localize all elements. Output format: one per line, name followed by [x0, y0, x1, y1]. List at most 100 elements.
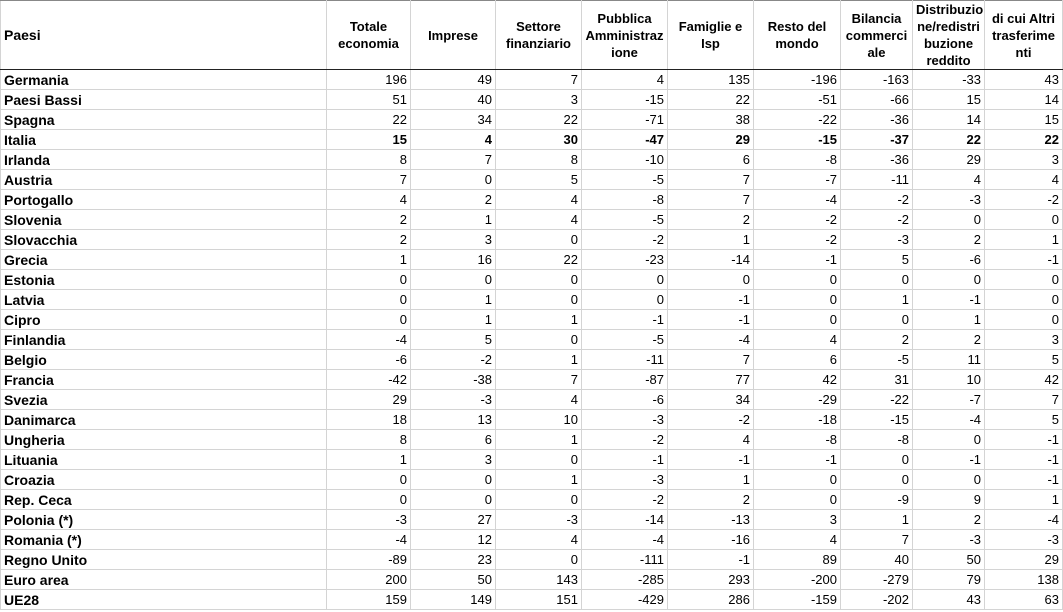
country-cell: UE28 [0, 589, 327, 610]
value-cell: 63 [984, 589, 1063, 610]
value-cell: 6 [753, 349, 841, 370]
value-cell: 0 [410, 469, 496, 490]
table-row: Svezia 29 -3 4 -6 34 -29 -22 -7 7 [0, 389, 1063, 410]
value-cell: -2 [753, 229, 841, 250]
value-cell: 7 [840, 529, 913, 550]
value-cell: 0 [753, 489, 841, 510]
value-cell: 5 [984, 349, 1063, 370]
value-cell: -16 [667, 529, 754, 550]
value-cell: 7 [667, 169, 754, 190]
value-cell: 30 [495, 129, 582, 150]
value-cell: 2 [840, 329, 913, 350]
value-cell: -111 [581, 549, 668, 570]
country-cell: Belgio [0, 349, 327, 370]
value-cell: -4 [326, 529, 411, 550]
value-cell: 40 [410, 89, 496, 110]
value-cell: -202 [840, 589, 913, 610]
value-cell: -1 [984, 469, 1063, 490]
value-cell: 29 [984, 549, 1063, 570]
value-cell: -37 [840, 129, 913, 150]
header-distribuzione-reddito: Distribuzio ne/redistri buzione reddito [912, 0, 985, 70]
value-cell: 29 [912, 149, 985, 170]
value-cell: 43 [984, 69, 1063, 90]
value-cell: 23 [410, 549, 496, 570]
value-cell: 7 [410, 149, 496, 170]
value-cell: 15 [912, 89, 985, 110]
value-cell: 3 [410, 449, 496, 470]
value-cell: -5 [581, 209, 668, 230]
value-cell: 51 [326, 89, 411, 110]
value-cell: 42 [984, 369, 1063, 390]
value-cell: 0 [840, 269, 913, 290]
value-cell: -1 [581, 309, 668, 330]
value-cell: 4 [410, 129, 496, 150]
value-cell: 0 [912, 469, 985, 490]
table-row: Portogallo 4 2 4 -8 7 -4 -2 -3 -2 [0, 189, 1063, 210]
value-cell: -23 [581, 249, 668, 270]
header-pubblica-amministrazione: Pubblica Amministraz ione [581, 0, 668, 70]
value-cell: -1 [753, 249, 841, 270]
value-cell: 1 [410, 289, 496, 310]
header-famiglie-isp: Famiglie e Isp [667, 0, 754, 70]
value-cell: -3 [495, 509, 582, 530]
value-cell: 1 [326, 449, 411, 470]
value-cell: 22 [495, 109, 582, 130]
value-cell: 89 [753, 549, 841, 570]
value-cell: 1 [495, 429, 582, 450]
value-cell: 0 [753, 469, 841, 490]
value-cell: -36 [840, 109, 913, 130]
value-cell: 2 [667, 489, 754, 510]
value-cell: -2 [840, 209, 913, 230]
table-row: Austria 7 0 5 -5 7 -7 -11 4 4 [0, 169, 1063, 190]
value-cell: 79 [912, 569, 985, 590]
value-cell: -285 [581, 569, 668, 590]
value-cell: 14 [912, 109, 985, 130]
value-cell: 0 [840, 309, 913, 330]
value-cell: -89 [326, 549, 411, 570]
country-cell: Austria [0, 169, 327, 190]
value-cell: 5 [410, 329, 496, 350]
value-cell: 0 [912, 269, 985, 290]
header-imprese: Imprese [410, 0, 496, 70]
table-row: Finlandia -4 5 0 -5 -4 4 2 2 3 [0, 329, 1063, 350]
value-cell: 13 [410, 409, 496, 430]
value-cell: 0 [326, 489, 411, 510]
value-cell: 11 [912, 349, 985, 370]
value-cell: -4 [912, 409, 985, 430]
country-cell: Slovenia [0, 209, 327, 230]
table-row: Italia 15 4 30 -47 29 -15 -37 22 22 [0, 129, 1063, 150]
value-cell: -3 [410, 389, 496, 410]
value-cell: -18 [753, 409, 841, 430]
table-row: Regno Unito -89 23 0 -111 -1 89 40 50 29 [0, 549, 1063, 570]
value-cell: 12 [410, 529, 496, 550]
value-cell: 50 [912, 549, 985, 570]
value-cell: 149 [410, 589, 496, 610]
value-cell: -15 [581, 89, 668, 110]
value-cell: 0 [495, 229, 582, 250]
value-cell: 7 [667, 349, 754, 370]
value-cell: 6 [410, 429, 496, 450]
country-cell: Francia [0, 369, 327, 390]
country-cell: Slovacchia [0, 229, 327, 250]
value-cell: 0 [326, 309, 411, 330]
value-cell: 38 [667, 109, 754, 130]
value-cell: 0 [753, 289, 841, 310]
value-cell: 3 [495, 89, 582, 110]
value-cell: -1 [984, 449, 1063, 470]
value-cell: 0 [581, 289, 668, 310]
value-cell: 5 [495, 169, 582, 190]
country-cell: Danimarca [0, 409, 327, 430]
value-cell: 196 [326, 69, 411, 90]
value-cell: 1 [667, 229, 754, 250]
value-cell: 49 [410, 69, 496, 90]
value-cell: 4 [495, 189, 582, 210]
value-cell: -11 [840, 169, 913, 190]
value-cell: -2 [581, 489, 668, 510]
country-cell: Paesi Bassi [0, 89, 327, 110]
value-cell: 0 [984, 209, 1063, 230]
value-cell: 4 [495, 389, 582, 410]
value-cell: -1 [912, 449, 985, 470]
country-cell: Spagna [0, 109, 327, 130]
table-row: Danimarca 18 13 10 -3 -2 -18 -15 -4 5 [0, 409, 1063, 430]
table-row: Euro area 200 50 143 -285 293 -200 -279 79 138 [0, 569, 1063, 590]
